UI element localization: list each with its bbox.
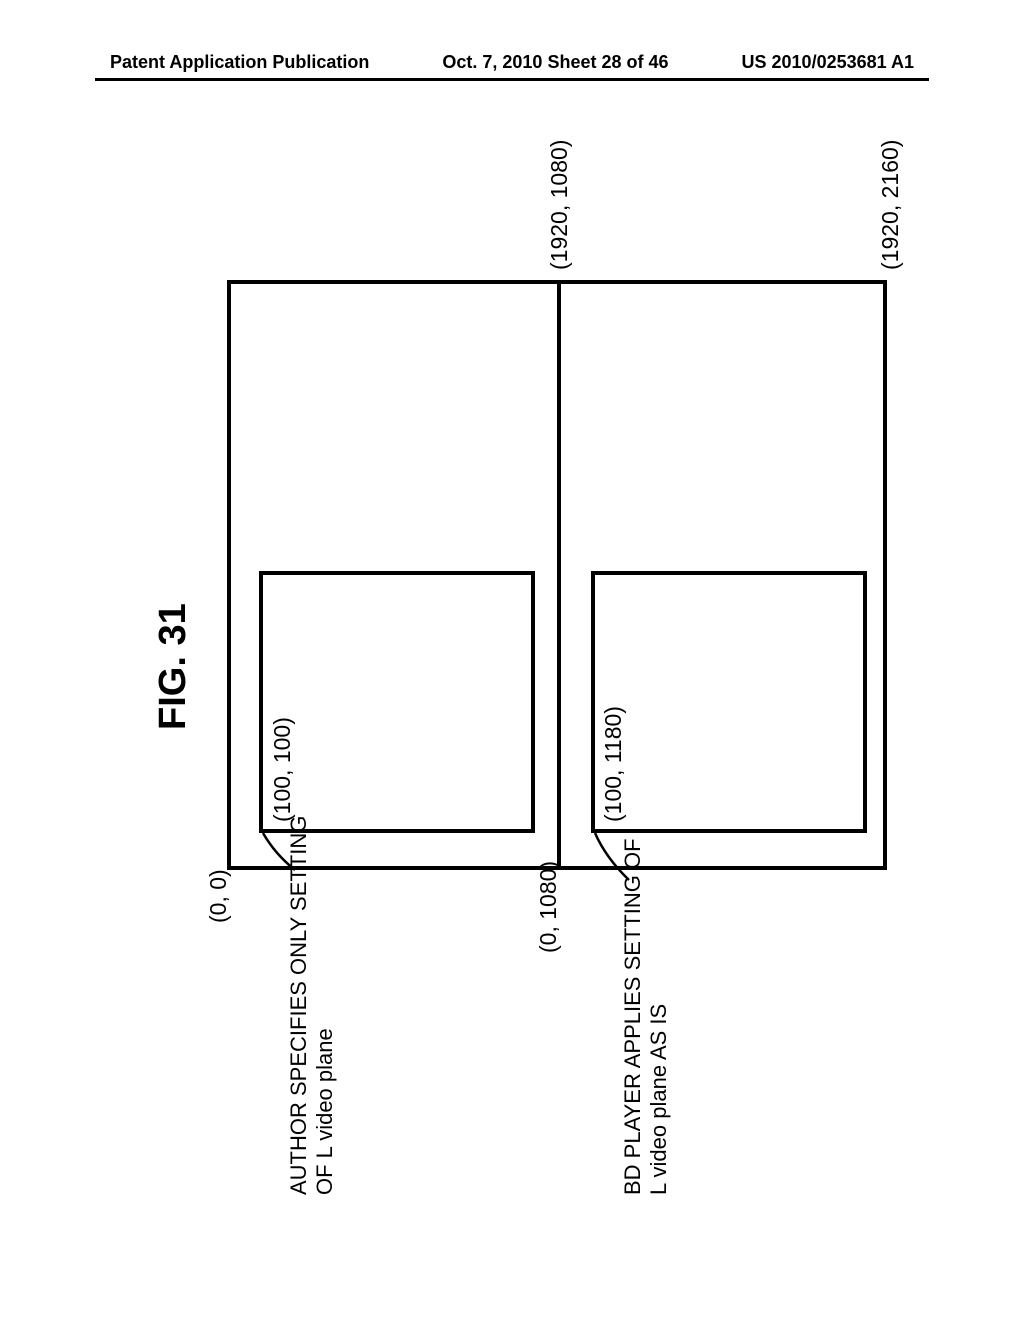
page-header: Patent Application Publication Oct. 7, 2…: [0, 52, 1024, 73]
mid-divider-line: [557, 280, 561, 870]
header-left-text: Patent Application Publication: [110, 52, 369, 73]
coord-mid-right: (1920, 1080): [546, 140, 573, 270]
label-top-line1: AUTHOR SPECIFIES ONLY SETTING: [286, 816, 311, 1195]
header-right-text: US 2010/0253681 A1: [742, 52, 914, 73]
label-author-specifies: AUTHOR SPECIFIES ONLY SETTING OF L video…: [286, 816, 339, 1195]
coord-bottom-right: (1920, 2160): [877, 140, 904, 270]
label-bottom-line1: BD PLAYER APPLIES SETTING OF: [620, 838, 645, 1195]
inner-rect-top: [259, 571, 535, 833]
header-divider: [95, 78, 929, 81]
coord-inner-top: (100, 100): [269, 717, 296, 822]
figure-container: FIG. 31 (0, 0) (100, 100) (0, 1080) (100…: [102, 135, 922, 1200]
label-bottom-line2: L video plane AS IS: [646, 1004, 671, 1195]
inner-rect-bottom: [591, 571, 867, 833]
label-top-line2: OF L video plane: [312, 1028, 337, 1195]
coord-inner-bottom: (100, 1180): [600, 706, 627, 822]
coord-mid-left: (0, 1080): [535, 861, 562, 953]
header-center-text: Oct. 7, 2010 Sheet 28 of 46: [442, 52, 668, 73]
label-bd-player: BD PLAYER APPLIES SETTING OF L video pla…: [620, 838, 673, 1195]
coord-origin: (0, 0): [205, 869, 232, 923]
rotated-diagram: FIG. 31 (0, 0) (100, 100) (0, 1080) (100…: [102, 135, 922, 1200]
figure-title: FIG. 31: [152, 603, 195, 730]
